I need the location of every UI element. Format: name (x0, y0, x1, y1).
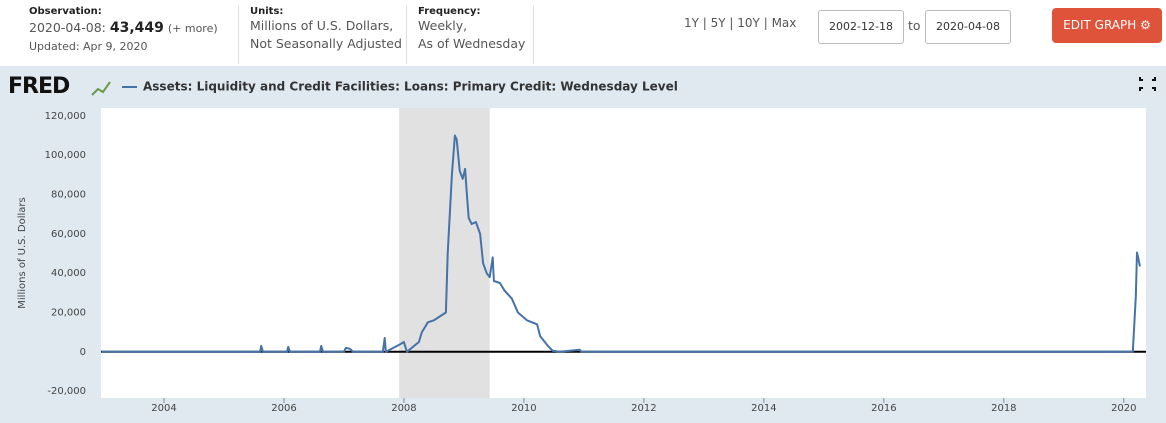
edit-graph-button[interactable]: EDIT GRAPH ⚙ (1052, 8, 1162, 43)
y-tick-label: 20,000 (51, 307, 86, 318)
range[interactable]: 1Y (684, 16, 699, 30)
fullscreen-icon[interactable] (1139, 77, 1156, 91)
text: Not Seasonally Adjusted (250, 36, 402, 51)
range[interactable]: Max (771, 16, 797, 30)
recession-shade (399, 108, 490, 398)
y-tick-label: 60,000 (51, 229, 86, 240)
y-tick-label: 0 (80, 347, 86, 358)
to: to (908, 18, 921, 33)
chart: FRED Assets: Liquidity and Credit Facili… (0, 66, 1166, 423)
text: As of Wednesday (418, 36, 526, 51)
more-link[interactable]: (+ more) (167, 22, 218, 35)
updated: Updated: Apr 9, 2020 (29, 40, 148, 53)
x-tick-label: 2016 (871, 403, 896, 414)
x-tick-label: 2018 (991, 403, 1016, 414)
label: EDIT GRAPH (1063, 18, 1137, 32)
y-tick-label: 40,000 (51, 268, 86, 279)
observation: Observation: 2020-04-08: 43,449 (+ more)… (29, 6, 218, 56)
x-tick-label: 2010 (511, 403, 536, 414)
series-line (101, 134, 1141, 353)
y-tick-label: 100,000 (45, 150, 86, 161)
units: Units: Millions of U.S. Dollars, Not Sea… (250, 6, 402, 53)
legend-entry: Assets: Liquidity and Credit Facilities:… (143, 80, 678, 94)
date: 2020-04-08: (29, 20, 106, 35)
label: Units: (250, 6, 284, 17)
text: Weekly, (418, 18, 468, 33)
label: Observation: (29, 6, 102, 17)
plot-area (101, 108, 1146, 398)
x-tick-label: 2012 (631, 403, 656, 414)
y-tick-label: 120,000 (45, 111, 86, 122)
label: Frequency: (418, 6, 481, 17)
x-tick-label: 2004 (151, 403, 176, 414)
x-tick-label: 2020 (1111, 403, 1136, 414)
y-tick-label: 80,000 (51, 190, 86, 201)
start-date[interactable]: 2002-12-18 (818, 10, 904, 44)
x-tick-label: 2008 (391, 403, 416, 414)
range[interactable]: 5Y (710, 16, 726, 30)
range[interactable]: 10Y (737, 16, 760, 30)
frequency: Frequency: Weekly, As of Wednesday (418, 6, 525, 53)
x-tick-label: 2014 (751, 403, 776, 414)
range-buttons: 1Y | 5Y | 10Y | Max (684, 16, 797, 30)
number: 43,449 (109, 20, 164, 36)
x-tick-label: 2006 (271, 403, 296, 414)
end-date[interactable]: 2020-04-08 (925, 10, 1011, 44)
logo: FRED (8, 74, 70, 99)
logo-icon (91, 81, 111, 96)
y-tick-label: -20,000 (47, 386, 86, 397)
value: 2020-04-08: 43,449 (+ more) (29, 19, 218, 38)
text: Millions of U.S. Dollars, (250, 18, 394, 33)
y-axis-title: Millions of U.S. Dollars (17, 197, 28, 308)
